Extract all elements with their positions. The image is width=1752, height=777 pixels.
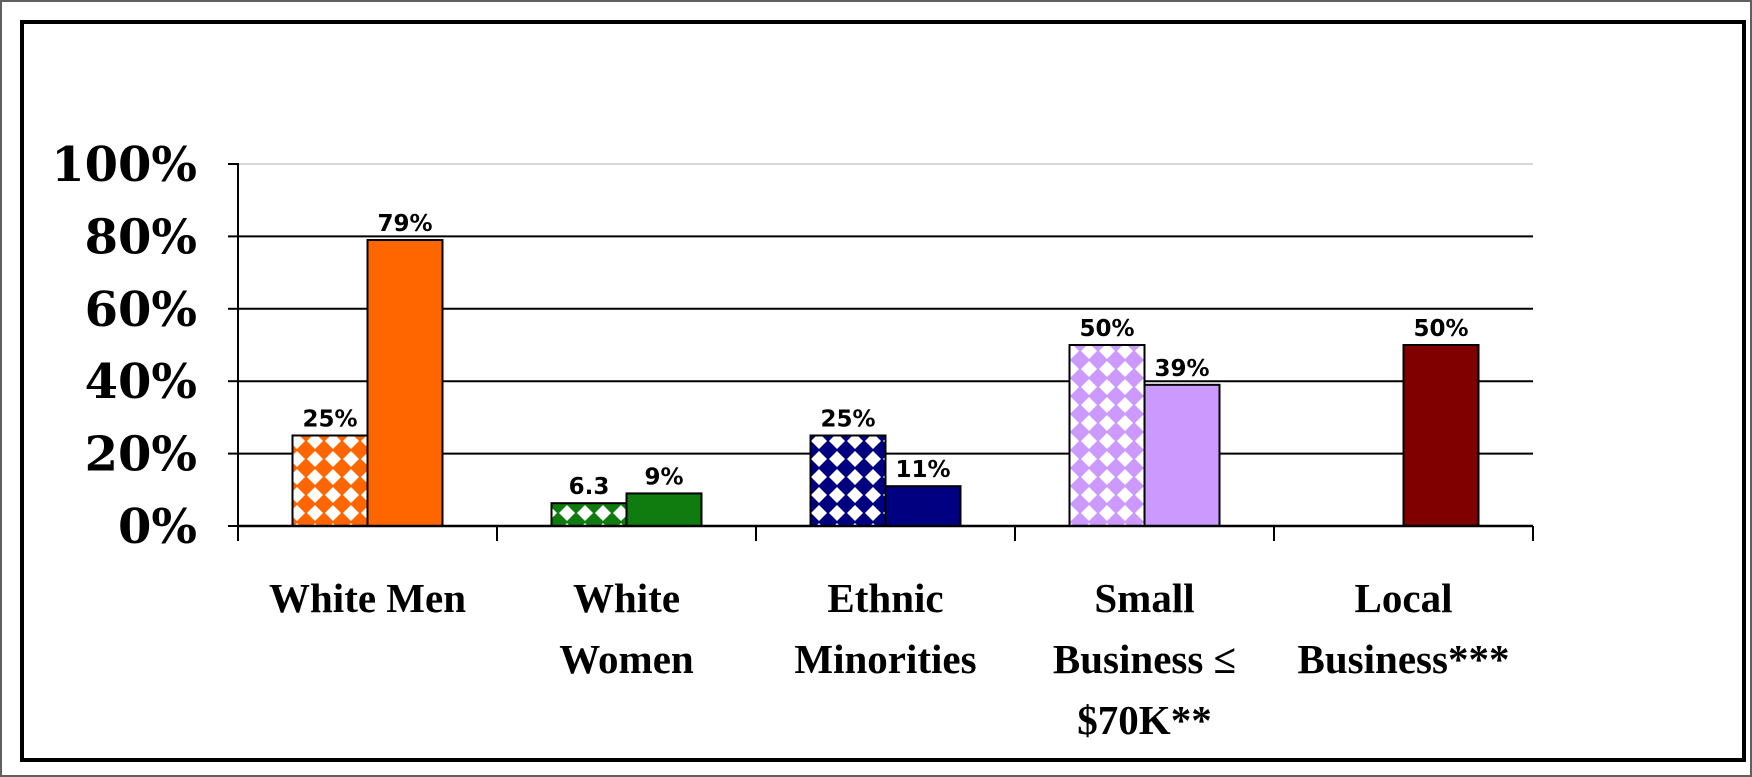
bar — [1070, 345, 1145, 526]
y-tick-label: 60% — [85, 282, 197, 338]
bar — [627, 493, 702, 526]
data-label: 11% — [895, 457, 950, 483]
x-category-label: Business ≤ — [1053, 636, 1236, 682]
bar — [1145, 385, 1220, 526]
data-label: 9% — [644, 464, 683, 490]
bar — [811, 436, 886, 527]
x-category-label: Women — [559, 636, 694, 682]
y-tick-label: 0% — [118, 499, 197, 555]
bar — [1404, 345, 1479, 526]
x-category-label: Small — [1094, 575, 1194, 621]
data-label: 50% — [1079, 316, 1134, 342]
bar — [368, 240, 443, 526]
y-tick-label: 40% — [85, 354, 197, 410]
x-category-label: Ethnic — [827, 575, 943, 621]
x-category-label: Local — [1355, 575, 1453, 621]
data-label: 6.3 — [569, 474, 610, 500]
bar — [293, 436, 368, 527]
x-category-label: Business*** — [1298, 636, 1510, 682]
data-label: 79% — [377, 211, 432, 237]
data-label: 25% — [820, 407, 875, 433]
x-category-label: $70K** — [1077, 697, 1211, 743]
x-category-label: White Men — [269, 575, 466, 621]
x-category-label: White — [573, 575, 680, 621]
y-tick-label: 20% — [85, 427, 197, 483]
x-category-label: Minorities — [794, 636, 976, 682]
y-tick-label: 80% — [85, 209, 197, 265]
data-label: 39% — [1154, 356, 1209, 382]
bar — [552, 503, 627, 526]
bar — [886, 486, 961, 526]
data-label: 50% — [1413, 316, 1468, 342]
y-tick-label: 100% — [51, 137, 197, 193]
data-label: 25% — [302, 407, 357, 433]
